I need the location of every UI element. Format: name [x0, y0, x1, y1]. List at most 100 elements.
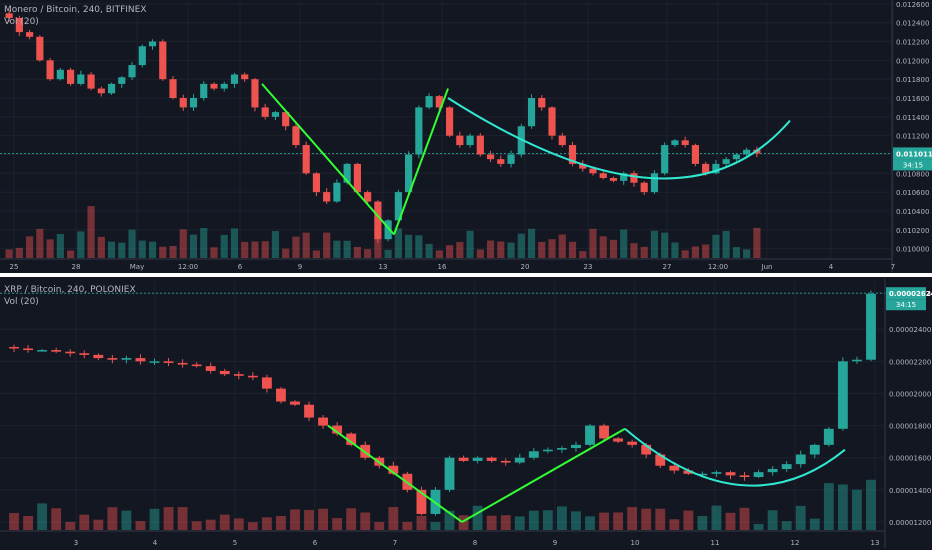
candle[interactable]	[681, 136, 689, 148]
x-tick-label[interactable]: 23	[584, 263, 593, 271]
trendline[interactable]	[327, 424, 463, 523]
candle[interactable]	[795, 450, 806, 468]
candle[interactable]	[138, 44, 146, 68]
y-tick-label[interactable]: 0.012200	[896, 39, 929, 47]
candle[interactable]	[722, 156, 730, 167]
candle[interactable]	[332, 422, 343, 436]
y-tick-label[interactable]: 0.010400	[896, 208, 929, 216]
bottom-pane-title[interactable]: XRP / Bitcoin, 240, POLONIEX	[4, 285, 136, 295]
candle[interactable]	[276, 387, 286, 404]
candle[interactable]	[405, 151, 413, 195]
candle[interactable]	[282, 110, 290, 131]
candle[interactable]	[620, 171, 628, 185]
candle[interactable]	[148, 39, 157, 50]
candle[interactable]	[837, 357, 848, 431]
candle[interactable]	[571, 441, 581, 452]
x-tick-label[interactable]: 3	[74, 539, 78, 547]
y-tick-label[interactable]: 0.010800	[896, 170, 929, 178]
candle[interactable]	[191, 362, 202, 368]
candle[interactable]	[712, 159, 720, 175]
rounding-bottom-curve[interactable]	[624, 428, 846, 487]
x-tick-label[interactable]: 7	[891, 263, 895, 271]
candle[interactable]	[650, 170, 659, 194]
countdown-badge[interactable]: 34:15	[893, 159, 932, 171]
candle[interactable]	[23, 345, 33, 353]
candle[interactable]	[538, 95, 546, 111]
candle[interactable]	[46, 58, 54, 81]
candle[interactable]	[87, 72, 95, 91]
candle[interactable]	[5, 9, 13, 22]
candle[interactable]	[609, 176, 618, 183]
y-tick-label[interactable]: 0.011200	[896, 133, 929, 141]
candle[interactable]	[542, 447, 553, 454]
candle[interactable]	[691, 143, 700, 167]
candle[interactable]	[527, 94, 536, 129]
bottom-pane-drawings[interactable]	[327, 424, 846, 523]
candle[interactable]	[599, 170, 607, 180]
candle[interactable]	[200, 81, 208, 101]
top-pane-axes[interactable]: 0.012600 0.012400 0.012200 0.012000 0.011800…	[10, 1, 932, 271]
candle[interactable]	[247, 372, 258, 381]
candle[interactable]	[66, 67, 75, 86]
candle[interactable]	[556, 446, 567, 453]
candle[interactable]	[333, 179, 341, 203]
candle[interactable]	[179, 94, 187, 111]
candle[interactable]	[640, 181, 648, 196]
candle[interactable]	[304, 401, 314, 421]
candle[interactable]	[233, 371, 244, 380]
candle[interactable]	[725, 470, 736, 480]
candle[interactable]	[230, 72, 239, 88]
y-tick-label[interactable]: 0.00002400	[889, 326, 931, 334]
candle[interactable]	[292, 123, 300, 149]
candle[interactable]	[613, 436, 624, 444]
candle[interactable]	[37, 349, 48, 352]
candle[interactable]	[767, 466, 778, 476]
candle[interactable]	[579, 160, 587, 172]
candle[interactable]	[107, 82, 116, 95]
candle[interactable]	[472, 456, 483, 464]
candle[interactable]	[630, 170, 638, 187]
candle[interactable]	[121, 355, 132, 364]
bottom-pane-vol-label[interactable]: Vol (20)	[4, 297, 39, 307]
candle[interactable]	[210, 82, 218, 91]
candle[interactable]	[169, 76, 177, 100]
candle[interactable]	[189, 94, 198, 111]
candle[interactable]	[51, 347, 62, 354]
y-tick-label[interactable]: 0.010200	[896, 227, 929, 235]
pane-divider[interactable]	[0, 273, 932, 277]
candle[interactable]	[118, 76, 126, 88]
candle[interactable]	[36, 35, 44, 62]
candle[interactable]	[500, 458, 511, 466]
candle[interactable]	[384, 219, 392, 242]
x-tick-label[interactable]: 13	[871, 539, 880, 547]
candle[interactable]	[558, 132, 566, 148]
candle[interactable]	[374, 200, 382, 244]
candle[interactable]	[56, 67, 64, 81]
bottom-pane-axes[interactable]: 0.00002624 0.00002400 0.00002200 0.00002000…	[74, 287, 932, 547]
candle[interactable]	[97, 86, 105, 97]
candle[interactable]	[302, 141, 310, 175]
candle[interactable]	[711, 470, 722, 478]
candle[interactable]	[466, 133, 474, 148]
candle[interactable]	[318, 415, 329, 429]
candle[interactable]	[219, 368, 230, 377]
candle[interactable]	[732, 153, 740, 162]
candle[interactable]	[852, 356, 862, 364]
candle[interactable]	[671, 138, 679, 147]
x-tick-label[interactable]: 25	[10, 263, 19, 271]
candle[interactable]	[476, 133, 484, 157]
x-tick-label[interactable]: 4	[829, 263, 834, 271]
candle[interactable]	[486, 150, 495, 163]
x-tick-label[interactable]: Jun	[761, 263, 773, 271]
x-tick-label[interactable]: 6	[238, 263, 243, 271]
top-pane-vol-label[interactable]: Vol (20)	[4, 17, 39, 27]
x-tick-label[interactable]: 6	[313, 539, 318, 547]
candle[interactable]	[312, 171, 321, 197]
candle[interactable]	[456, 131, 464, 148]
candle[interactable]	[435, 95, 443, 111]
candle[interactable]	[79, 350, 90, 359]
candle[interactable]	[107, 355, 118, 364]
x-tick-label[interactable]: 9	[553, 539, 557, 547]
candle[interactable]	[458, 455, 469, 463]
x-tick-label[interactable]: 8	[473, 539, 477, 547]
